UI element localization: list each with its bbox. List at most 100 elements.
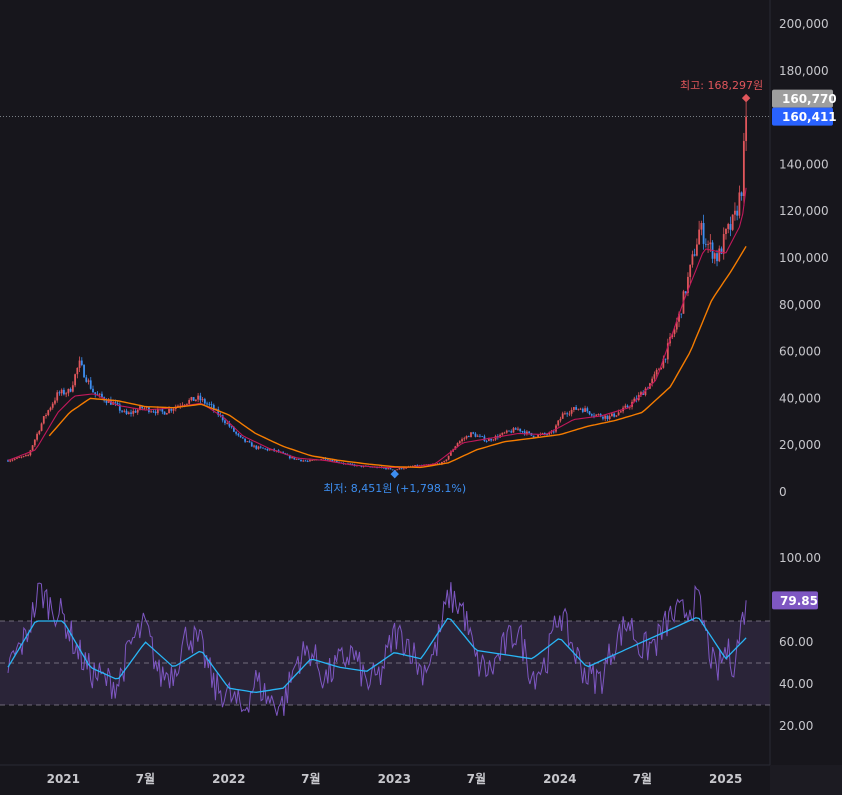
candle-body	[492, 439, 495, 441]
candle-body	[80, 360, 83, 366]
candle-body	[713, 253, 716, 259]
candle-body	[197, 395, 200, 400]
time-tick-label: 2021	[47, 772, 80, 786]
candle-body	[257, 446, 260, 449]
candle-body	[221, 415, 224, 421]
candle-body	[313, 459, 316, 461]
candle-body	[671, 334, 674, 338]
candle-body	[165, 413, 168, 415]
rsi-tick-label: 100.00	[779, 551, 821, 565]
candle-body	[18, 457, 21, 459]
candle-body	[163, 411, 166, 415]
candle-body	[655, 369, 658, 375]
candle-body	[302, 460, 305, 462]
candle-body	[546, 434, 548, 435]
time-tick-label: 7월	[467, 771, 486, 786]
candle-body	[85, 377, 88, 382]
rsi-pane[interactable]	[0, 582, 770, 716]
candle-body	[584, 408, 586, 412]
rsi-tick-label: 40.00	[779, 677, 813, 691]
candle-body	[268, 449, 271, 451]
candle-body	[434, 463, 437, 465]
price-tick-label: 200,000	[779, 17, 829, 31]
candle-body	[172, 408, 175, 411]
candle-body	[595, 414, 598, 416]
candle-body	[657, 369, 660, 371]
candle-body	[186, 403, 188, 405]
candle-body	[564, 413, 566, 415]
candle-body	[725, 228, 727, 235]
candle-body	[523, 431, 526, 435]
candle-body	[727, 224, 730, 229]
candle-body	[738, 192, 741, 216]
candle-body	[235, 431, 238, 434]
candle-body	[456, 443, 459, 447]
ma-long-line	[48, 245, 747, 469]
high-annotation-label: 최고: 168,297원	[680, 79, 763, 92]
time-axis[interactable]: 2021 7월 2022 7월 2023 7월 2024 7월 2025	[47, 771, 743, 786]
candle-body	[385, 468, 387, 470]
candle-body	[548, 432, 551, 435]
candle-body	[114, 402, 117, 404]
candle-body	[479, 435, 481, 437]
candle-body	[154, 411, 157, 414]
candle-body	[246, 441, 249, 443]
candle-body	[680, 313, 683, 315]
candle-body	[503, 432, 506, 434]
candle-body	[22, 455, 25, 457]
candle-body	[42, 416, 45, 424]
candle-body	[526, 431, 528, 435]
candle-body	[306, 460, 309, 462]
candle-body	[537, 434, 539, 437]
candle-body	[161, 409, 164, 412]
candle-body	[60, 389, 63, 394]
candle-body	[127, 412, 130, 415]
candle-body	[212, 404, 215, 410]
candle-body	[291, 457, 293, 459]
candle-body	[387, 468, 390, 470]
rsi-badge-text: 79.85	[780, 594, 818, 608]
ma-short-line	[7, 187, 747, 468]
candle-body	[512, 428, 515, 433]
candle-body	[63, 389, 65, 395]
candle-body	[465, 436, 468, 439]
candle-body	[416, 465, 419, 467]
candle-body	[349, 463, 352, 465]
candle-body	[487, 439, 490, 442]
rsi-axis[interactable]: 20.00 40.00 60.00 100.00	[779, 551, 821, 733]
candle-body	[248, 441, 251, 443]
price-tick-label: 20,000	[779, 438, 821, 452]
candle-body	[552, 431, 555, 433]
candle-body	[226, 422, 229, 424]
candle-body	[501, 432, 504, 435]
candle-body	[570, 409, 573, 414]
candle-body	[481, 436, 484, 437]
candle-body	[693, 254, 696, 256]
time-tick-label: 2024	[543, 772, 576, 786]
candle-body	[288, 455, 291, 459]
candle-body	[463, 438, 466, 440]
candle-body	[510, 431, 513, 433]
price-pane[interactable]	[0, 98, 770, 471]
candle-body	[132, 411, 135, 414]
candle-body	[244, 438, 246, 442]
candle-body	[83, 365, 85, 378]
candle-body	[508, 430, 510, 432]
candle-body	[98, 393, 101, 395]
candle-body	[402, 468, 405, 470]
candle-body	[633, 398, 636, 402]
time-tick-label: 7월	[301, 771, 320, 786]
candle-body	[266, 448, 269, 451]
candle-body	[586, 408, 589, 412]
candle-body	[718, 248, 721, 262]
candle-body	[67, 388, 70, 394]
candle-body	[206, 403, 208, 405]
candle-body	[255, 445, 258, 449]
candle-body	[722, 234, 725, 254]
candle-body	[474, 433, 477, 437]
candle-body	[745, 116, 748, 142]
time-tick-label: 7월	[633, 771, 652, 786]
candle-body	[490, 439, 493, 441]
candle-body	[237, 433, 240, 436]
